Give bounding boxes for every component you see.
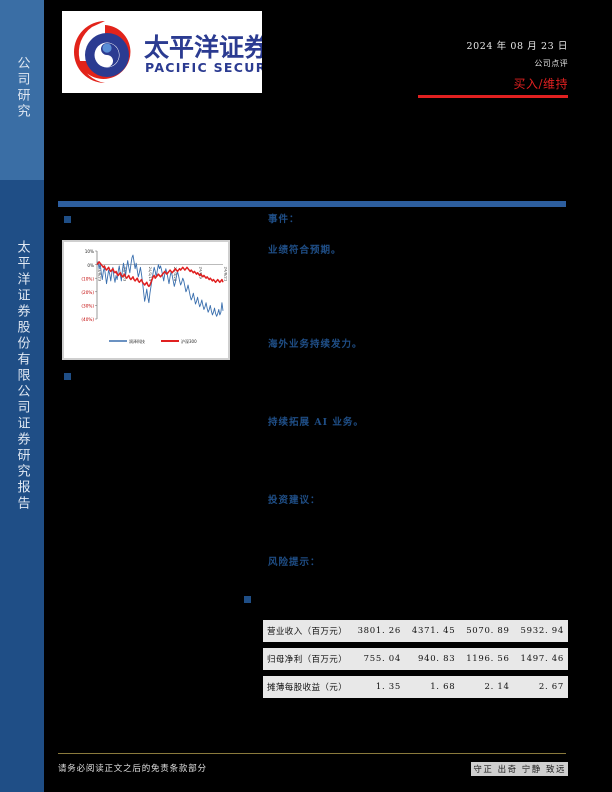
table-cell-value: 755. 04 xyxy=(350,642,406,673)
table-cell-value: 3801. 26 xyxy=(350,620,406,645)
x-axis-tick-label: 24/1/15 xyxy=(148,267,153,282)
table-cell-value: 1196. 56 xyxy=(459,642,514,673)
sidebar-bottom: 太平洋证券股份有限公司证券研究报告 xyxy=(0,180,44,792)
bullet-square-3 xyxy=(244,596,251,603)
table-cell-value: 4371. 45 xyxy=(405,620,460,645)
financial-summary-table: 营业收入（百万元） 3801. 26 4371. 45 5070. 89 5932. 9… xyxy=(263,620,568,698)
y-axis-tick-label: (10%) xyxy=(81,276,94,281)
table-cell-value: 1. 35 xyxy=(350,670,406,698)
table-row: 归母净利（百万元） 755. 04 940. 83 1196. 56 1497. 46 xyxy=(263,642,568,673)
paragraph-event: 事件： xyxy=(268,214,300,225)
section-divider-band xyxy=(58,201,566,207)
footer-divider xyxy=(58,753,566,754)
logo-chinese-name: 太平洋证券 xyxy=(144,33,262,62)
sidebar-top-label: 公司研究 xyxy=(14,56,30,120)
bullet-square-2 xyxy=(64,373,71,380)
chart-series-line xyxy=(96,261,224,288)
table-row-label: 营业收入（百万元） xyxy=(263,620,351,645)
footer-slogan: 守正 出奇 宁静 致远 xyxy=(471,762,568,776)
y-axis-tick-label: 10% xyxy=(85,249,94,254)
paragraph-results: 业绩符合预期。 xyxy=(268,245,342,256)
report-date: 2024 年 08 月 23 日 xyxy=(466,41,568,52)
table-cell-value: 2. 14 xyxy=(459,670,514,698)
table-row-label: 归母净利（百万元） xyxy=(263,642,351,673)
table-row: 营业收入（百万元） 3801. 26 4371. 45 5070. 89 5932. 9… xyxy=(263,620,568,645)
x-axis-tick-label: 24/6/9 xyxy=(198,267,203,280)
table-cell-value: 940. 83 xyxy=(405,642,460,673)
chart-legend-label: 沪深300 xyxy=(181,338,197,344)
logo-english-name: PACIFIC SECURITIES xyxy=(145,60,262,75)
table-row: 摊薄每股收益（元） 1. 35 1. 68 2. 14 2. 67 xyxy=(263,670,568,698)
chart-legend-label: 润泽科技 xyxy=(129,338,145,344)
sidebar-bottom-label: 太平洋证券股份有限公司证券研究报告 xyxy=(14,240,30,512)
paragraph-ai-business: 持续拓展 AI 业务。 xyxy=(268,417,364,428)
report-meta: 2024 年 08 月 23 日 公司点评 买入/维持 xyxy=(308,38,568,92)
footer-disclaimer: 请务必阅读正文之后的免责条款部分 xyxy=(58,764,207,774)
table-cell-value: 5070. 89 xyxy=(459,620,514,645)
x-axis-tick-label: 24/3/28 xyxy=(173,267,178,282)
y-axis-tick-label: (30%) xyxy=(81,304,94,309)
pacific-securities-logo-icon xyxy=(73,20,131,83)
rating-badge: 买入/维持 xyxy=(513,77,568,91)
paragraph-investment-advice: 投资建议： xyxy=(268,495,321,506)
table-cell-value: 1. 68 xyxy=(405,670,460,698)
chart-canvas: 10%0%(10%)(20%)(30%)(40%)23/8/23 23/11/3 2… xyxy=(63,241,229,359)
paragraph-overseas: 海外业务持续发力。 xyxy=(268,339,363,350)
table-row-label: 摊薄每股收益（元） xyxy=(263,670,351,698)
table-cell-value: 2. 67 xyxy=(513,670,568,698)
table-cell-value: 1497. 46 xyxy=(513,642,568,673)
company-logo: 太平洋证券 PACIFIC SECURITIES xyxy=(62,11,262,93)
report-kind: 公司点评 xyxy=(534,59,568,68)
y-axis-tick-label: (20%) xyxy=(81,290,94,295)
bullet-square-1 xyxy=(64,216,71,223)
rating-underline xyxy=(418,95,568,98)
y-axis-tick-label: 0% xyxy=(87,263,94,268)
y-axis-tick-label: (40%) xyxy=(81,317,94,322)
sidebar-top: 公司研究 xyxy=(0,0,44,180)
relative-performance-chart: 10% 0% (10%) (20%) (30%) (40%) 23/8/23 23/11/3 2… xyxy=(62,240,230,360)
x-axis-tick-label: 23/8/23 xyxy=(98,267,103,282)
x-axis-tick-label: 24/8/21 xyxy=(224,267,229,282)
table-cell-value: 5932. 94 xyxy=(513,620,568,645)
paragraph-risk-warning: 风险提示： xyxy=(268,557,321,568)
chart-series-line xyxy=(96,254,224,317)
